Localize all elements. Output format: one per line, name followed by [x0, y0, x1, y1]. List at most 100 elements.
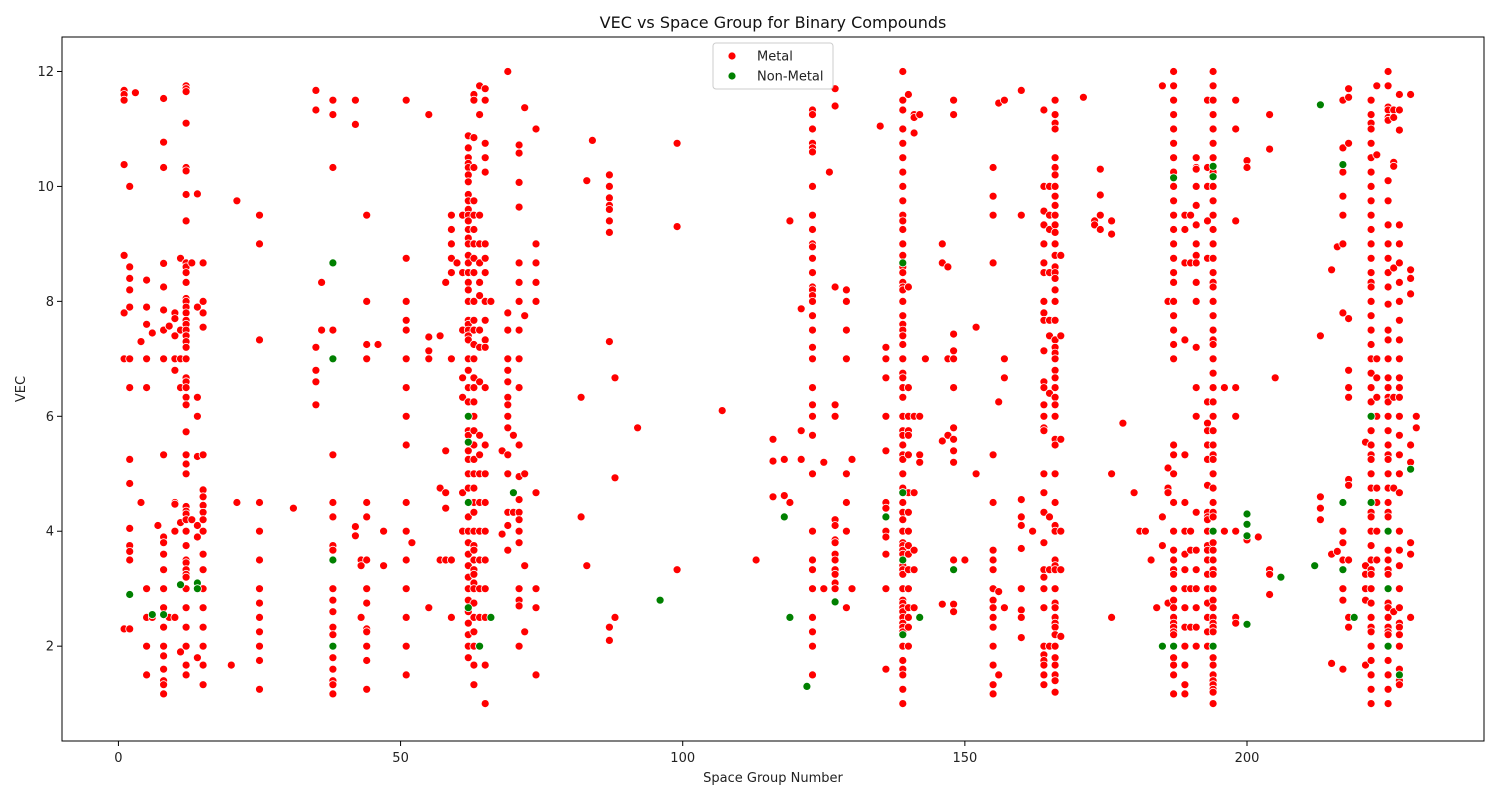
point-metal — [181, 277, 191, 287]
point-non-metal — [159, 610, 169, 619]
point-metal — [971, 469, 981, 479]
point-metal — [1327, 265, 1336, 275]
point-metal — [1389, 161, 1399, 171]
point-metal — [463, 365, 473, 375]
point-metal — [988, 660, 998, 670]
point-metal — [503, 469, 513, 479]
point-metal — [480, 153, 490, 163]
point-metal — [808, 627, 817, 637]
point-metal — [1203, 216, 1212, 226]
point-metal — [988, 450, 998, 460]
point-metal — [514, 495, 524, 505]
point-metal — [288, 503, 298, 513]
point-metal — [1191, 258, 1201, 268]
point-metal — [1366, 282, 1376, 292]
point-metal — [1411, 423, 1421, 433]
point-metal — [401, 526, 411, 536]
point-metal — [170, 613, 180, 622]
point-metal — [531, 296, 541, 306]
point-metal — [808, 253, 817, 263]
point-metal — [1389, 263, 1399, 273]
point-metal — [898, 656, 908, 665]
point-metal — [605, 216, 614, 226]
point-metal — [1395, 296, 1404, 306]
point-metal — [1169, 124, 1178, 134]
point-non-metal — [463, 411, 473, 421]
point-metal — [469, 253, 479, 263]
point-metal — [1016, 495, 1026, 505]
point-non-metal — [1169, 173, 1178, 183]
point-metal — [633, 423, 642, 433]
point-metal — [898, 67, 908, 76]
point-metal — [672, 138, 682, 148]
point-metal — [1050, 676, 1060, 686]
point-metal — [198, 565, 208, 575]
point-metal — [1366, 138, 1376, 148]
point-metal — [1039, 258, 1049, 268]
point-metal — [1366, 684, 1376, 694]
point-metal — [1169, 660, 1178, 670]
point-metal — [1191, 584, 1201, 594]
point-metal — [469, 598, 479, 608]
point-metal — [1169, 469, 1178, 479]
point-metal — [469, 660, 479, 670]
point-metal — [125, 624, 135, 634]
point-metal — [1169, 603, 1178, 613]
point-metal — [808, 124, 817, 134]
point-metal — [1208, 311, 1218, 321]
point-non-metal — [1158, 641, 1167, 651]
point-metal — [1383, 81, 1393, 91]
point-metal — [441, 277, 451, 287]
point-metal — [159, 651, 169, 661]
point-metal — [311, 105, 321, 115]
plot-frame — [61, 36, 1485, 742]
point-metal — [898, 340, 908, 349]
legend-marker-non-metal — [727, 71, 737, 81]
point-metal — [362, 627, 372, 637]
point-metal — [1208, 498, 1218, 507]
point-metal — [356, 561, 366, 571]
point-metal — [1158, 81, 1167, 91]
point-metal — [1169, 340, 1178, 349]
point-metal — [480, 440, 490, 450]
point-metal — [531, 488, 541, 498]
point-non-metal — [1406, 464, 1415, 474]
point-metal — [1169, 239, 1178, 249]
point-metal — [480, 584, 490, 594]
point-metal — [1208, 569, 1218, 579]
point-metal — [170, 331, 180, 341]
point-metal — [898, 498, 908, 507]
point-metal — [469, 627, 479, 637]
point-metal — [503, 392, 513, 402]
point-metal — [1372, 373, 1382, 383]
point-metal — [898, 153, 908, 163]
point-metal — [198, 515, 208, 525]
point-metal — [808, 311, 817, 321]
point-non-metal — [1310, 561, 1320, 571]
point-metal — [1208, 325, 1218, 335]
point-metal — [142, 354, 152, 364]
point-metal — [469, 383, 479, 393]
point-metal — [1050, 181, 1060, 191]
point-metal — [1039, 400, 1049, 410]
point-metal — [192, 532, 202, 542]
point-metal — [988, 565, 998, 575]
point-metal — [1366, 311, 1376, 321]
point-metal — [255, 584, 264, 594]
point-metal — [1366, 253, 1376, 263]
point-metal — [881, 446, 891, 456]
point-metal — [988, 613, 998, 622]
point-metal — [480, 342, 490, 352]
y-tick-label: 12 — [37, 65, 54, 80]
point-metal — [949, 329, 958, 339]
point-metal — [125, 354, 135, 364]
point-metal — [328, 653, 338, 663]
point-metal — [1411, 411, 1421, 421]
point-metal — [1366, 641, 1376, 651]
point-metal — [1129, 488, 1139, 498]
point-metal — [881, 411, 891, 421]
point-metal — [904, 613, 913, 622]
point-metal — [509, 430, 518, 440]
point-metal — [576, 512, 586, 522]
